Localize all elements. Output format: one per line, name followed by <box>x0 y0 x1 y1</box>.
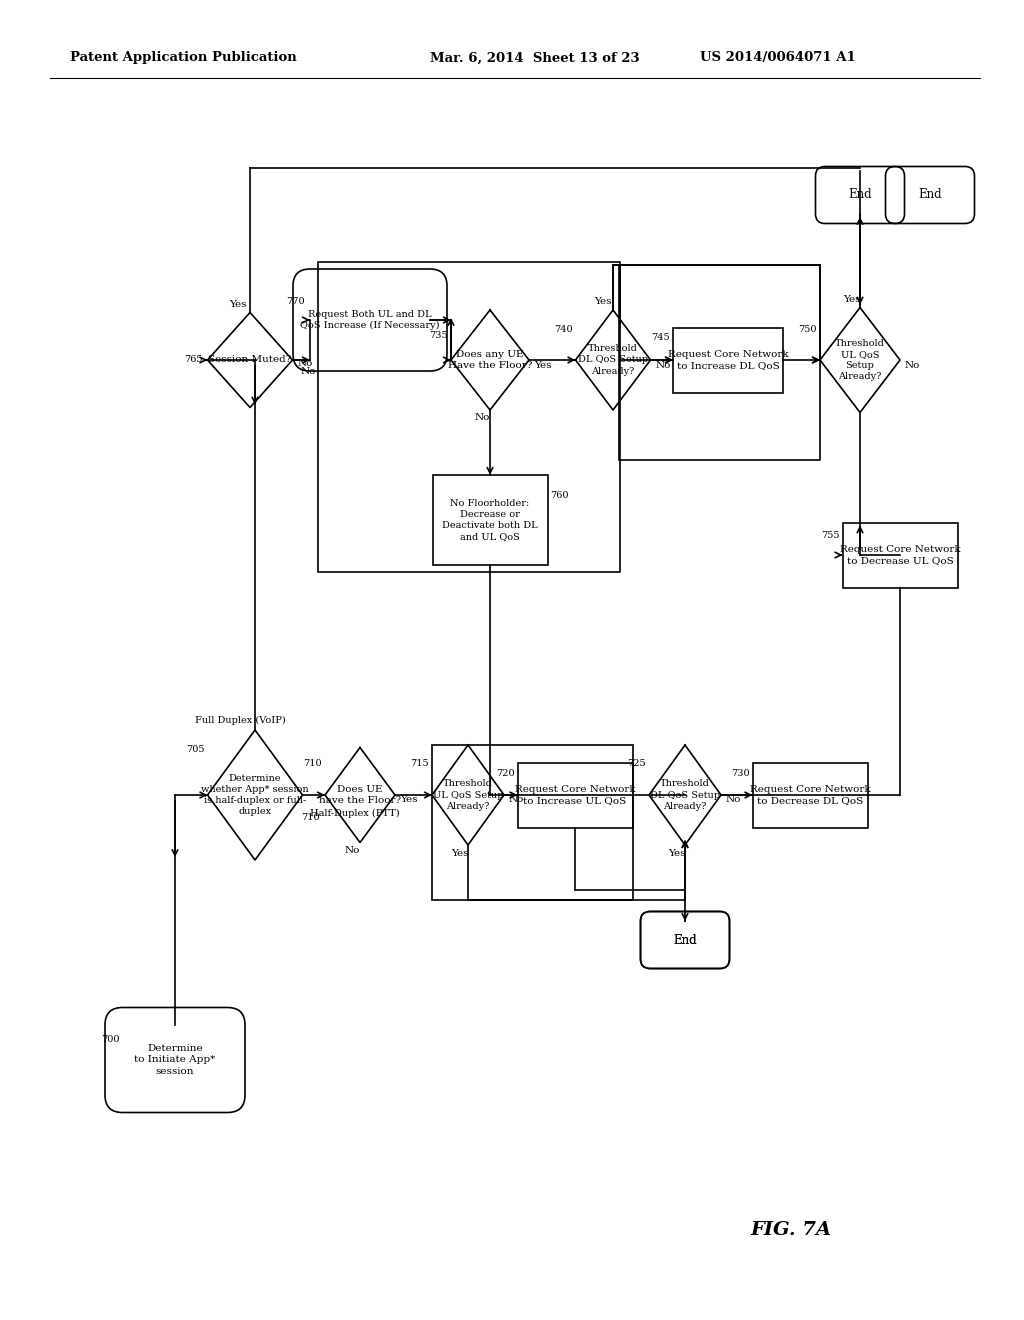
Text: Threshold
DL QoS Setup
Already?: Threshold DL QoS Setup Already? <box>650 779 720 810</box>
Text: Does any UE
Have the Floor?: Does any UE Have the Floor? <box>447 350 532 370</box>
Text: Request Core Network
to Decrease DL QoS: Request Core Network to Decrease DL QoS <box>750 785 870 805</box>
Text: FIG. 7A: FIG. 7A <box>750 1221 831 1239</box>
Bar <box>753 763 867 828</box>
Bar <box>432 744 633 900</box>
Text: Session Muted?: Session Muted? <box>208 355 292 364</box>
Text: Request Core Network
to Decrease UL QoS: Request Core Network to Decrease UL QoS <box>840 545 961 565</box>
Bar <box>517 763 633 828</box>
Text: 770: 770 <box>287 297 305 306</box>
Text: Threshold
UL QoS
Setup
Already?: Threshold UL QoS Setup Already? <box>835 339 885 381</box>
Text: Full Duplex (VoIP): Full Duplex (VoIP) <box>195 715 286 725</box>
Text: 740: 740 <box>554 326 572 334</box>
Bar <box>432 475 548 565</box>
Text: 745: 745 <box>651 334 670 342</box>
Text: 730: 730 <box>731 768 750 777</box>
Text: Determine
to Initiate App*
session: Determine to Initiate App* session <box>134 1044 216 1076</box>
Text: Yes: Yes <box>452 849 469 858</box>
Text: 700: 700 <box>101 1035 120 1044</box>
Text: Yes: Yes <box>534 360 552 370</box>
Text: Half-Duplex (PTT): Half-Duplex (PTT) <box>310 808 400 817</box>
Text: 720: 720 <box>496 768 514 777</box>
Text: Mar. 6, 2014  Sheet 13 of 23: Mar. 6, 2014 Sheet 13 of 23 <box>430 51 640 65</box>
Text: No: No <box>298 359 313 367</box>
Text: Yes: Yes <box>229 300 247 309</box>
Text: 725: 725 <box>628 759 646 767</box>
Text: Yes: Yes <box>669 849 686 858</box>
Text: Request Core Network
to Increase UL QoS: Request Core Network to Increase UL QoS <box>515 785 635 805</box>
Text: End: End <box>673 933 696 946</box>
Text: 705: 705 <box>186 746 205 755</box>
Text: Request Both UL and DL
QoS Increase (If Necessary): Request Both UL and DL QoS Increase (If … <box>300 310 439 330</box>
Text: Yes: Yes <box>400 796 418 804</box>
Text: 760: 760 <box>551 491 569 499</box>
Text: No: No <box>905 360 921 370</box>
Text: End: End <box>919 189 942 202</box>
Text: End: End <box>673 933 696 946</box>
Bar <box>618 265 820 459</box>
Text: No: No <box>655 360 671 370</box>
Text: Patent Application Publication: Patent Application Publication <box>70 51 297 65</box>
Text: US 2014/0064071 A1: US 2014/0064071 A1 <box>700 51 856 65</box>
Text: Threshold
UL QoS Setup
Already?: Threshold UL QoS Setup Already? <box>433 779 503 810</box>
Text: 715: 715 <box>411 759 429 767</box>
Text: No: No <box>300 367 315 376</box>
Text: Yes: Yes <box>594 297 611 306</box>
Text: 755: 755 <box>821 531 840 540</box>
Text: No: No <box>474 413 489 422</box>
Text: 735: 735 <box>429 330 449 339</box>
Text: Does UE
have the Floor?: Does UE have the Floor? <box>318 785 401 805</box>
Text: Determine
whether App* session
is half-duplex or full-
duplex: Determine whether App* session is half-d… <box>201 774 309 816</box>
Bar <box>318 261 620 572</box>
Text: No: No <box>726 796 741 804</box>
Text: End: End <box>848 189 871 202</box>
Bar <box>673 327 783 392</box>
Text: No Floorholder:
Decrease or
Deactivate both DL
and UL QoS: No Floorholder: Decrease or Deactivate b… <box>442 499 538 541</box>
Text: 710: 710 <box>301 813 319 821</box>
Text: 750: 750 <box>799 326 817 334</box>
Text: Request Core Network
to Increase DL QoS: Request Core Network to Increase DL QoS <box>668 350 788 370</box>
Text: Threshold
DL QoS Setup
Already?: Threshold DL QoS Setup Already? <box>578 345 648 376</box>
Text: No: No <box>344 846 359 855</box>
Text: 710: 710 <box>303 759 322 767</box>
Bar <box>843 523 957 587</box>
Text: No: No <box>509 796 524 804</box>
Text: Yes: Yes <box>843 294 861 304</box>
Text: 765: 765 <box>184 355 203 364</box>
